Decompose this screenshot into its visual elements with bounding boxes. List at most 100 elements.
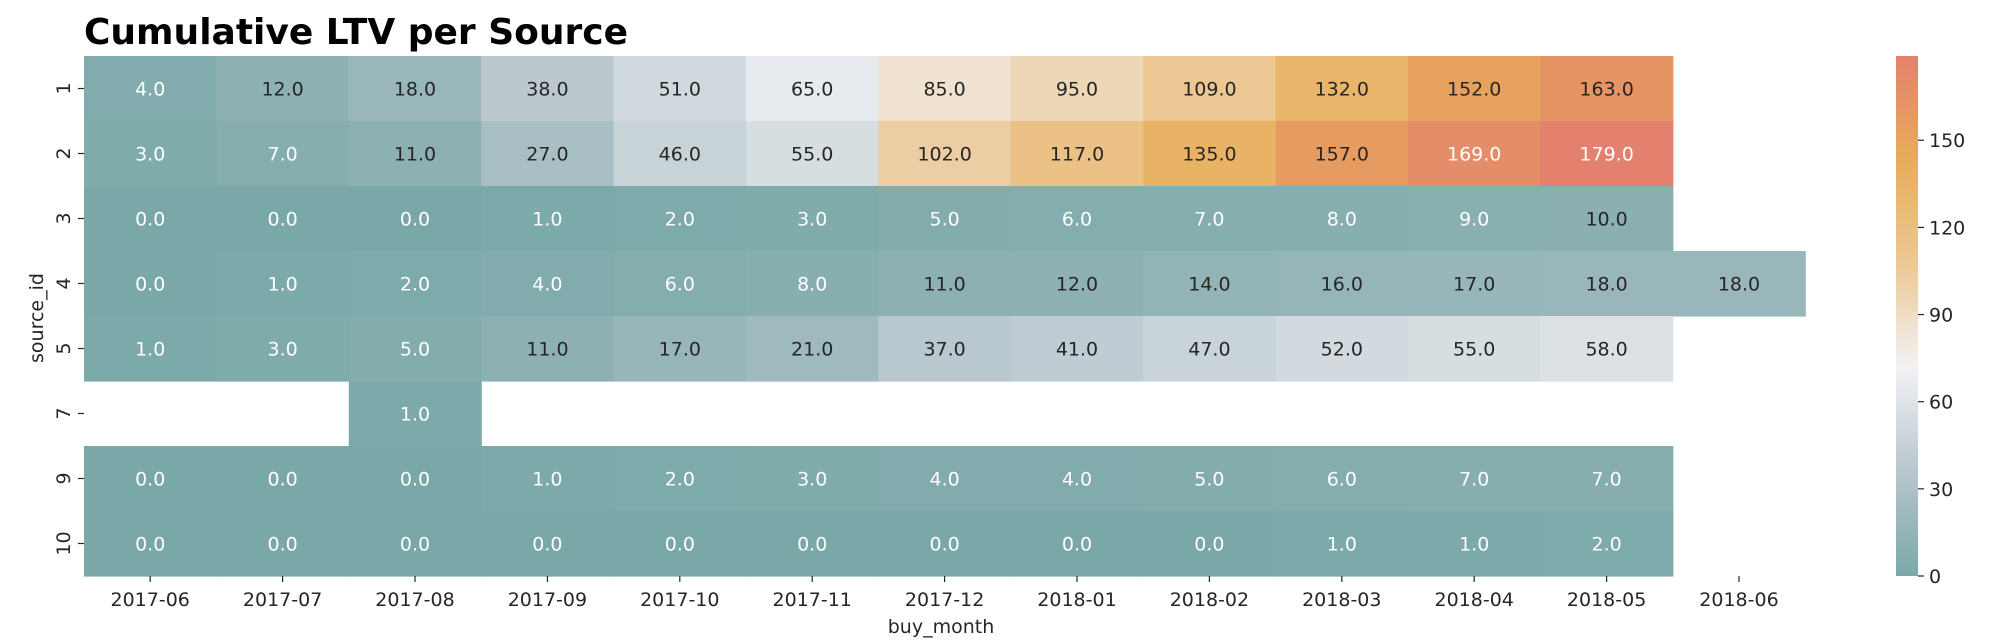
heatmap-cell [1275,446,1409,512]
cell-value-label: 0.0 [267,534,297,556]
heatmap-cell [1540,316,1674,382]
heatmap-cell [1275,251,1409,317]
cell-value-label: 3.0 [797,209,827,231]
y-tick-label: 7 [53,407,75,419]
cell-value-label: 18.0 [1718,274,1760,296]
heatmap-cell [613,316,747,382]
heatmap-cell [84,251,217,317]
heatmap-cell [1143,186,1277,252]
cell-value-label: 38.0 [526,79,568,101]
cell-value-label: 0.0 [400,209,430,231]
cell-value-label: 5.0 [929,209,959,231]
cell-value-label: 47.0 [1188,339,1230,361]
heatmap-cell [348,186,482,252]
heatmap-cell [1275,121,1409,187]
cell-value-label: 0.0 [1194,534,1224,556]
heatmap-cell [1143,511,1277,577]
x-axis-ticks: 2017-06 2017-07 2017-08 2017-09 2017-10 2017-… [111,576,1779,611]
heatmap-cell [216,251,350,317]
heatmap-cell [216,186,350,252]
heatmap-cell [84,511,217,577]
cell-value-label: 6.0 [1062,209,1092,231]
heatmap-cell [746,511,879,577]
heatmap-cell [481,121,615,187]
cell-value-label: 95.0 [1056,79,1098,101]
heatmap-cell [746,186,879,252]
cell-value-label: 152.0 [1447,79,1501,101]
cell-value-label: 11.0 [526,339,568,361]
heatmap-cell [746,251,879,317]
cell-value-label: 1.0 [1327,534,1357,556]
cell-value-label: 4.0 [1062,469,1092,491]
colorbar-tick-label: 150 [1929,130,1965,152]
cell-value-label: 8.0 [797,274,827,296]
heatmap-cell [348,381,482,447]
cell-value-label: 55.0 [1453,339,1495,361]
cell-value-label: 55.0 [791,144,833,166]
y-tick-label: 1 [53,82,75,94]
cell-value-label: 0.0 [532,534,562,556]
cell-value-label: 21.0 [791,339,833,361]
cell-value-label: 0.0 [267,469,297,491]
heatmap-cell [1143,56,1277,122]
chart-title: Cumulative LTV per Source [84,12,628,53]
cell-value-label: 1.0 [1459,534,1489,556]
x-tick-label: 2017-08 [375,589,454,611]
heatmap-cell [1143,316,1277,382]
cell-value-label: 1.0 [532,209,562,231]
heatmap-cell [216,121,350,187]
cell-value-label: 1.0 [267,274,297,296]
x-tick-label: 2018-01 [1037,589,1116,611]
cell-value-label: 5.0 [1194,469,1224,491]
heatmap-cell [481,316,615,382]
heatmap-cell [1010,446,1144,512]
heatmap-cell [1408,56,1541,122]
colorbar-tick-label: 90 [1929,305,1953,327]
heatmap-cell [878,446,1012,512]
heatmap-cell [216,56,350,122]
cell-value-label: 27.0 [526,144,568,166]
x-tick-label: 2018-02 [1170,589,1249,611]
heatmap-cell [1010,316,1144,382]
heatmap-cell [878,316,1012,382]
cell-value-label: 132.0 [1315,79,1369,101]
y-tick-label: 10 [53,531,75,555]
heatmap-cell [1143,446,1277,512]
heatmap-cell [481,446,615,512]
heatmap-cell [613,446,747,512]
cell-value-label: 117.0 [1050,144,1104,166]
cell-value-label: 4.0 [532,274,562,296]
colorbar-tick-label: 60 [1929,392,1953,414]
heatmap-cell [1540,56,1674,122]
cell-value-label: 7.0 [1591,469,1621,491]
cell-value-label: 169.0 [1447,144,1501,166]
heatmap-cell [216,316,350,382]
heatmap-cell [1010,186,1144,252]
heatmap-cell [1408,316,1541,382]
cell-value-label: 163.0 [1579,79,1633,101]
colorbar-tick-label: 120 [1929,217,1965,239]
heatmap-cell [216,446,350,512]
cell-value-label: 7.0 [267,144,297,166]
heatmap-cell [1010,56,1144,122]
cell-value-label: 2.0 [1591,534,1621,556]
y-tick-label: 9 [53,472,75,484]
heatmap-cell [746,316,879,382]
heatmap-cell [1408,511,1541,577]
heatmap-cell [1275,186,1409,252]
heatmap-cell [348,251,482,317]
heatmap-cell [878,56,1012,122]
heatmap-cell [1672,251,1806,317]
x-tick-label: 2017-12 [905,589,984,611]
cell-value-label: 0.0 [797,534,827,556]
heatmap-cells: 4.0 12.0 18.0 38.0 51.0 65.0 85.0 95.0 109.0 132.… [84,56,1806,577]
x-tick-label: 2018-06 [1699,589,1778,611]
cell-value-label: 0.0 [135,534,165,556]
y-tick-label: 4 [53,277,75,289]
x-tick-label: 2017-11 [773,589,852,611]
cell-value-label: 157.0 [1315,144,1369,166]
cell-value-label: 10.0 [1585,209,1627,231]
x-axis-label: buy_month [888,616,995,638]
cell-value-label: 0.0 [400,534,430,556]
cell-value-label: 58.0 [1585,339,1627,361]
